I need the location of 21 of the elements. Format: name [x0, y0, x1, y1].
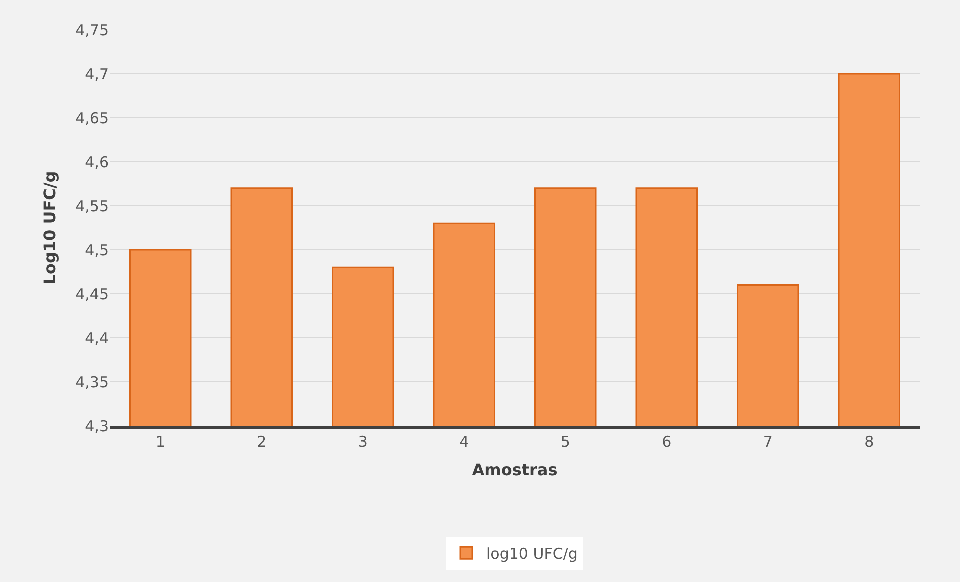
legend-label: log10 UFC/g [486, 544, 578, 563]
y-tick-label: 4,6 [85, 153, 109, 172]
x-tick-label: 8 [864, 433, 874, 451]
y-tick-label: 4,35 [76, 373, 109, 392]
y-tick-label: 4,75 [76, 21, 109, 40]
x-tick-label: 3 [358, 433, 368, 451]
y-tick-label: 4,3 [85, 417, 109, 436]
y-tick-label: 4,4 [85, 329, 109, 348]
y-axis-title: Log10 UFC/g [40, 171, 60, 285]
x-axis-title: Amostras [472, 460, 558, 480]
y-tick-label: 4,45 [76, 285, 109, 304]
y-tick-label: 4,55 [76, 197, 109, 216]
x-tick-label: 4 [460, 433, 470, 451]
x-tick-label: 2 [257, 433, 267, 451]
x-tick-label: 6 [662, 433, 672, 451]
y-tick-label: 4,7 [85, 65, 109, 84]
y-tick-label: 4,5 [85, 241, 109, 260]
x-tick-label: 1 [156, 433, 166, 451]
x-tick-label: 7 [763, 433, 773, 451]
y-tick-label: 4,65 [76, 109, 109, 128]
x-tick-label: 5 [560, 433, 570, 451]
